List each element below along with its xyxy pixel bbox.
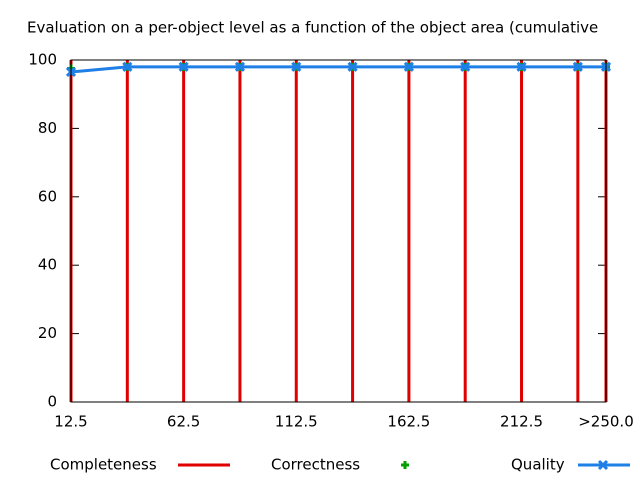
x-tick-label: 12.5	[54, 413, 87, 431]
point	[122, 61, 133, 72]
legend-label: Completeness	[50, 456, 157, 474]
point	[403, 61, 414, 72]
point	[347, 61, 358, 72]
y-tick-label: 0	[47, 393, 57, 411]
point	[516, 61, 527, 72]
y-tick-label: 80	[38, 119, 57, 137]
y-tick-label: 60	[38, 187, 57, 205]
y-tick-label: 40	[38, 256, 57, 274]
point	[460, 61, 471, 72]
chart-title: Evaluation on a per-object level as a fu…	[27, 19, 598, 37]
legend-label: Quality	[511, 456, 565, 474]
plot-border	[70, 59, 607, 403]
x-tick-label: >250.0	[578, 413, 634, 431]
point	[234, 61, 246, 72]
legend-label: Correctness	[271, 456, 360, 474]
legend-marker	[597, 459, 609, 471]
point	[572, 61, 583, 72]
x-tick-label: 62.5	[167, 413, 200, 431]
x-tick-label: 112.5	[275, 413, 318, 431]
point	[291, 61, 302, 72]
y-tick-label: 20	[38, 324, 57, 342]
x-tick-label: 162.5	[387, 413, 430, 431]
y-tick-label: 100	[28, 51, 57, 69]
x-tick-label: 212.5	[500, 413, 543, 431]
legend-marker	[401, 461, 409, 469]
point	[178, 61, 189, 72]
